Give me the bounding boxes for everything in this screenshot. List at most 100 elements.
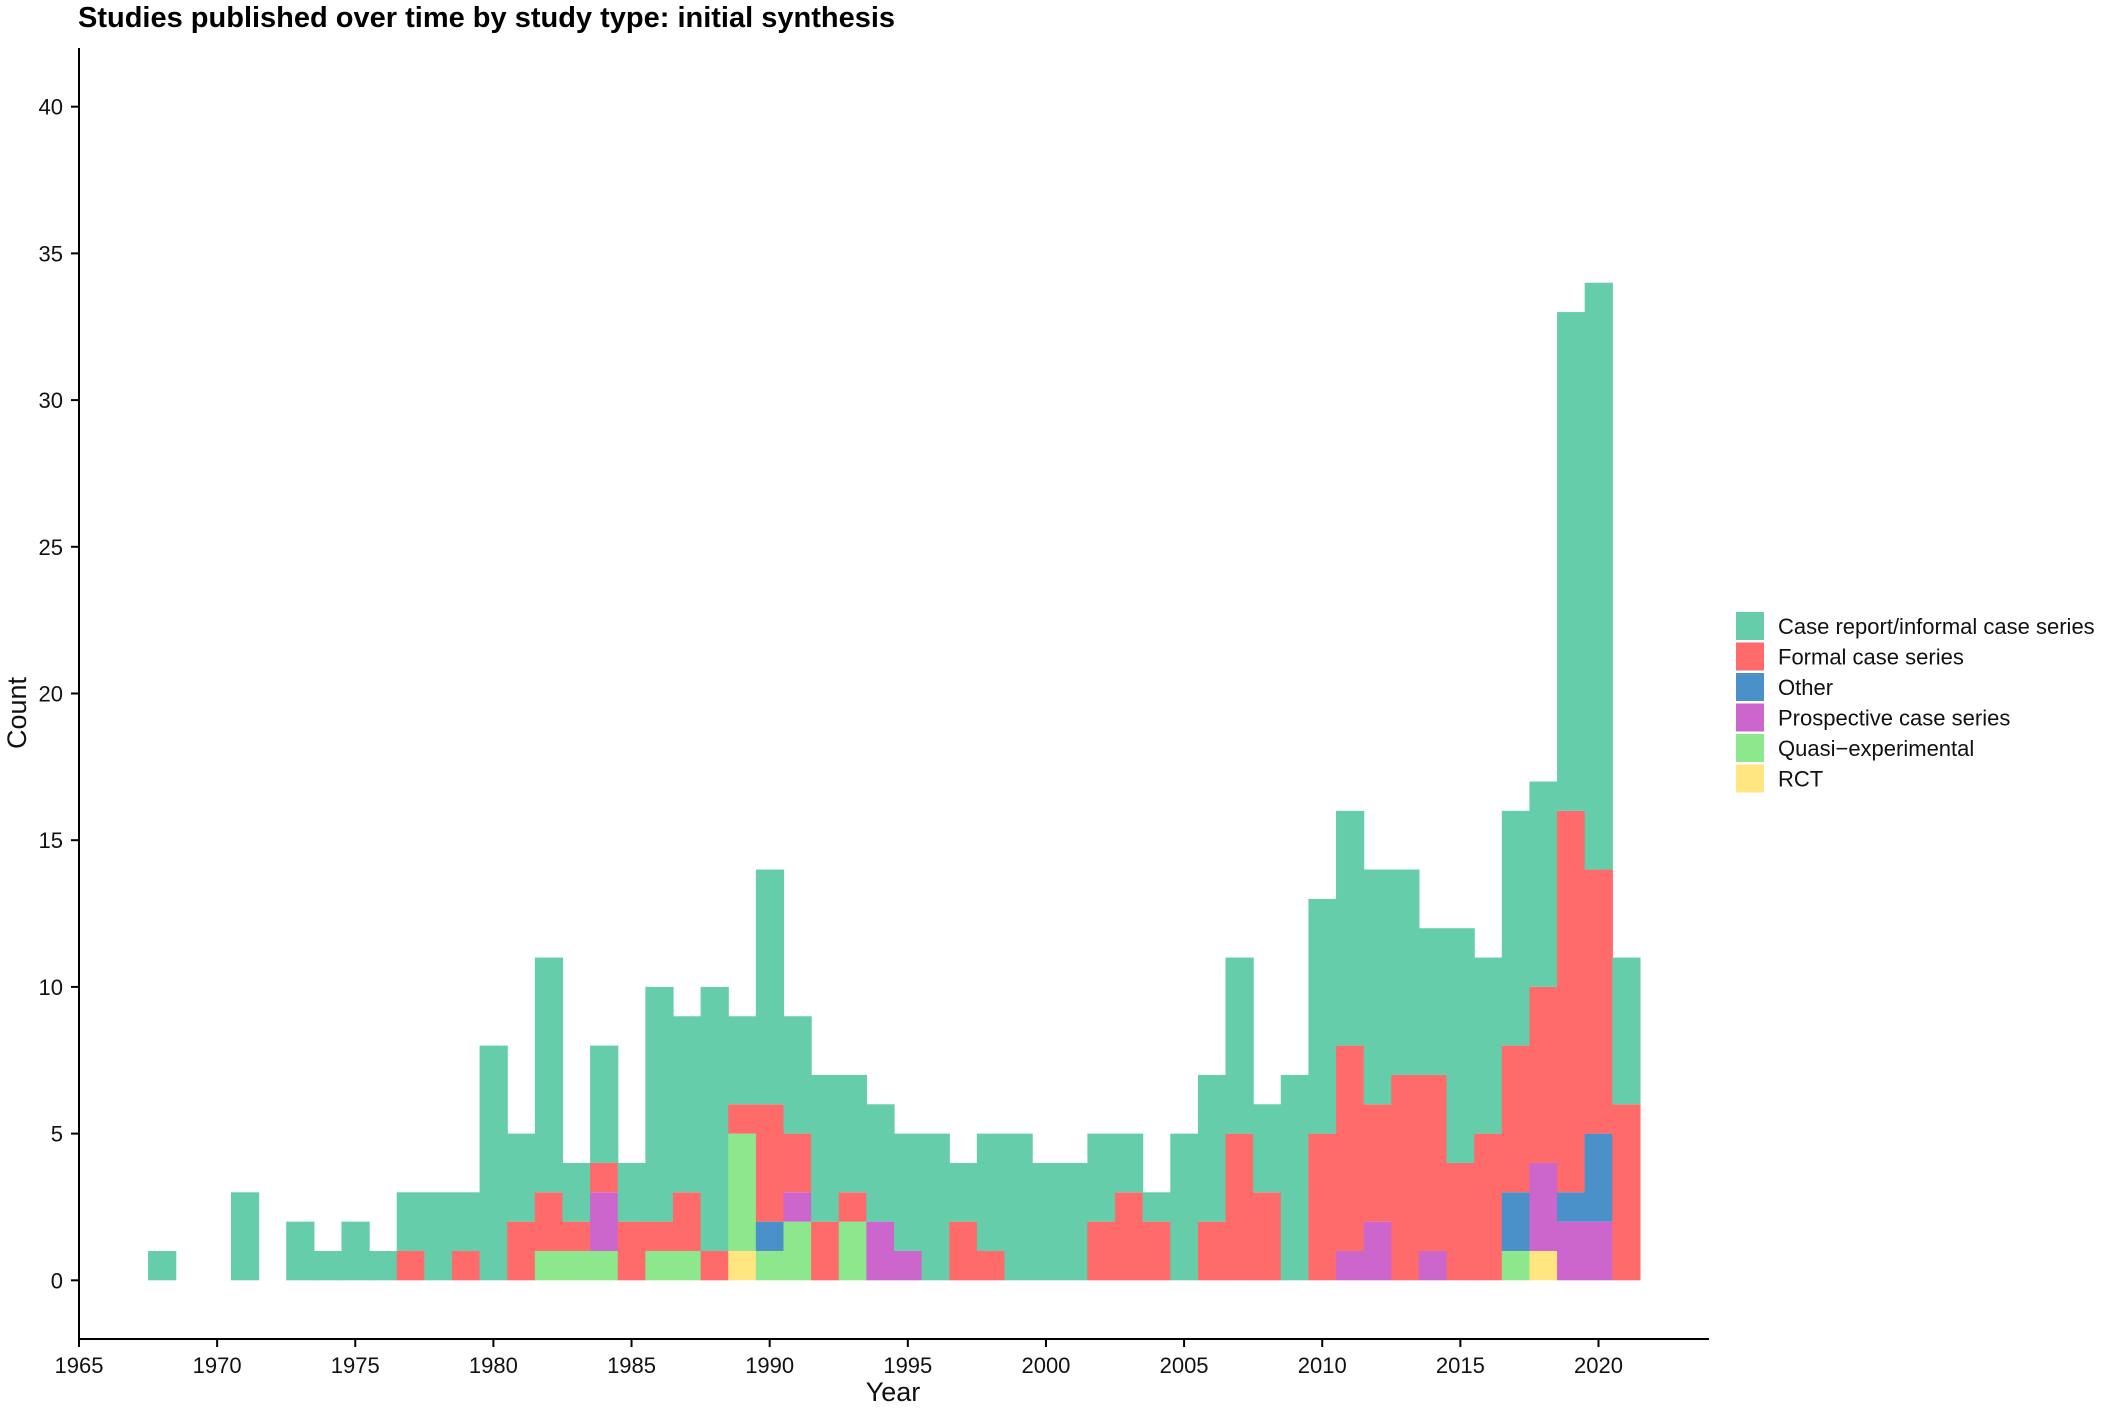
bar-2012-series-4 (1363, 1104, 1392, 1222)
bar-1981-series-5 (507, 1133, 536, 1222)
bar-1984-series-4 (590, 1162, 619, 1193)
bar-2014-series-5 (1418, 928, 1448, 1075)
x-ticks: 1965 1970 1975 1980 1985 1990 1995 2000 2005 2010… (55, 1339, 1623, 1378)
x-tick-label: 2015 (1436, 1353, 1485, 1378)
bar-1990-series-5 (755, 869, 785, 1105)
bar-1985-series-5 (617, 1162, 646, 1222)
bar-1995-series-2 (894, 1250, 923, 1281)
y-tick-label: 15 (39, 828, 63, 853)
bar-1986-series-4 (645, 1221, 674, 1251)
bar-1990-series-3 (755, 1221, 785, 1251)
y-tick-label: 35 (39, 241, 63, 266)
bar-2017-series-4 (1501, 1045, 1531, 1193)
bar-2003-series-5 (1115, 1133, 1144, 1193)
bar-1974-series-5 (313, 1250, 343, 1281)
bar-1987-series-4 (672, 1192, 702, 1251)
bar-1980-series-5 (479, 1045, 508, 1281)
bar-2011-series-4 (1336, 1045, 1365, 1251)
bar-1979-series-4 (451, 1250, 481, 1281)
bar-1987-series-5 (672, 1016, 702, 1193)
x-tick-label: 2000 (1021, 1353, 1070, 1378)
bar-1994-series-5 (866, 1104, 895, 1222)
bar-2005-series-5 (1170, 1133, 1199, 1281)
bar-2011-series-5 (1336, 810, 1365, 1046)
bar-1991-series-5 (783, 1016, 812, 1134)
bar-2017-series-1 (1501, 1250, 1531, 1281)
bar-1993-series-4 (838, 1192, 867, 1222)
bar-2017-series-3 (1501, 1192, 1531, 1251)
bar-1977-series-4 (396, 1250, 425, 1281)
bar-2013-series-4 (1391, 1074, 1420, 1281)
bar-1990-series-4 (755, 1104, 785, 1222)
legend-key-1 (1736, 642, 1764, 671)
bar-1997-series-5 (949, 1162, 978, 1222)
y-tick-label: 0 (51, 1268, 63, 1293)
bar-1973-series-5 (286, 1221, 315, 1281)
bar-1998-series-4 (976, 1250, 1006, 1281)
x-tick-label: 1980 (469, 1353, 518, 1378)
bar-1971-series-5 (230, 1192, 260, 1281)
bar-1996-series-5 (921, 1133, 950, 1281)
bar-2016-series-5 (1474, 957, 1503, 1134)
bar-1985-series-4 (617, 1221, 646, 1281)
bar-1986-series-1 (645, 1250, 674, 1281)
bars-layer (148, 282, 1641, 1281)
bar-1989-series-4 (728, 1104, 757, 1134)
bar-2014-series-2 (1418, 1250, 1448, 1281)
legend-label-1: Formal case series (1778, 645, 1964, 670)
legend-key-5 (1736, 764, 1764, 793)
y-tick-label: 40 (39, 95, 63, 120)
bar-1968-series-5 (148, 1250, 177, 1281)
bar-1993-series-1 (838, 1221, 867, 1281)
bar-2018-series-5 (1529, 781, 1558, 987)
y-axis-title: Count (2, 676, 32, 749)
bar-2010-series-5 (1308, 898, 1337, 1134)
bar-2019-series-2 (1557, 1221, 1586, 1281)
bar-2018-series-4 (1529, 986, 1558, 1163)
bar-1982-series-5 (534, 957, 564, 1193)
x-axis-title: Year (866, 1377, 921, 1407)
bar-2003-series-4 (1115, 1192, 1144, 1281)
bar-1982-series-4 (534, 1192, 564, 1251)
bar-2020-series-3 (1584, 1133, 1613, 1222)
bar-2013-series-5 (1391, 869, 1420, 1075)
bar-2002-series-5 (1087, 1133, 1116, 1222)
bar-2010-series-4 (1308, 1133, 1337, 1281)
bar-2020-series-2 (1584, 1221, 1613, 1281)
bar-1991-series-2 (783, 1192, 812, 1222)
bar-1983-series-4 (562, 1221, 591, 1251)
legend-key-0 (1736, 612, 1764, 640)
x-tick-label: 2010 (1298, 1353, 1347, 1378)
bar-2021-series-4 (1612, 1104, 1641, 1281)
x-tick-label: 2005 (1160, 1353, 1209, 1378)
bar-1995-series-5 (894, 1133, 923, 1251)
bar-1990-series-1 (755, 1250, 785, 1281)
bar-2019-series-5 (1557, 312, 1586, 811)
bar-2002-series-4 (1087, 1221, 1116, 1281)
bar-1983-series-5 (562, 1162, 591, 1222)
bar-2019-series-3 (1557, 1192, 1586, 1222)
bar-2012-series-5 (1363, 869, 1392, 1105)
bar-1984-series-2 (590, 1192, 619, 1251)
legend: Case report/informal case series Formal c… (1736, 612, 2095, 793)
legend-label-2: Other (1778, 675, 1833, 700)
bar-1992-series-4 (811, 1221, 840, 1281)
bar-1988-series-5 (700, 986, 729, 1251)
y-tick-label: 20 (39, 682, 63, 707)
bar-1991-series-4 (783, 1133, 812, 1193)
legend-label-0: Case report/informal case series (1778, 614, 2095, 639)
bar-2014-series-4 (1418, 1074, 1448, 1251)
bar-2004-series-5 (1142, 1192, 1171, 1222)
bar-1994-series-2 (866, 1221, 895, 1281)
legend-key-3 (1736, 703, 1764, 732)
bar-1978-series-5 (424, 1192, 453, 1281)
bar-2011-series-2 (1336, 1250, 1365, 1281)
x-tick-label: 1965 (55, 1353, 104, 1378)
y-tick-label: 10 (39, 975, 63, 1000)
bar-1989-series-0 (728, 1250, 757, 1281)
bar-2017-series-5 (1501, 810, 1531, 1046)
legend-label-4: Quasi−experimental (1778, 736, 1974, 761)
bar-1981-series-4 (507, 1221, 536, 1281)
bar-1987-series-1 (672, 1250, 702, 1281)
